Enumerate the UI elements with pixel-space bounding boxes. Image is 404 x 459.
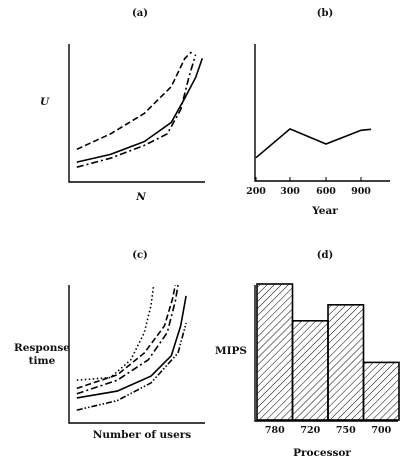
panel-b-title: (b): [317, 8, 333, 19]
panel-c-line-dashdotdot: [76, 322, 187, 411]
panel-d-xticks: 780 720 750 700: [265, 425, 392, 436]
panel-b-tick-label: 200: [246, 186, 266, 197]
panel-a-axes: [68, 44, 205, 183]
panel-d-tick-label: 780: [265, 425, 285, 436]
panel-c-series: [76, 284, 187, 411]
panel-b-tick-label: 900: [351, 186, 371, 197]
panel-d-bars: [256, 283, 400, 421]
panel-d-bar-750: [327, 303, 365, 421]
panel-a-xlabel: N: [135, 191, 146, 203]
panel-d-bar-780: [256, 283, 294, 421]
panel-c-ylabel-line2: time: [29, 355, 56, 367]
panel-c-title: (c): [132, 250, 148, 261]
panel-d-tick-label: 750: [336, 425, 356, 436]
panel-b-axes: [254, 44, 390, 182]
panel-a-title: (a): [132, 8, 148, 19]
panel-c-line-solid: [76, 295, 187, 399]
panel-a-line-solid: [76, 58, 204, 163]
panel-d-ylabel: MIPS: [215, 345, 247, 357]
panel-d-bar-720: [291, 319, 329, 421]
panel-b-xticks: 200 300 600 900: [246, 177, 371, 197]
panel-c-line-dotted: [76, 284, 155, 381]
panel-c-ylabel-line1: Response: [14, 342, 70, 354]
panel-c-line-dashed: [76, 284, 177, 390]
panel-c-xlabel: Number of users: [93, 429, 191, 441]
panel-a-line-dashdot: [76, 54, 197, 168]
panel-d-xlabel: Processor: [293, 447, 351, 459]
panel-b-xlabel: Year: [311, 205, 338, 217]
panel-b-line: [255, 127, 372, 159]
panel-b-series: [255, 127, 372, 159]
panel-a-series: [76, 51, 204, 168]
panel-c-axes: [68, 285, 205, 424]
panel-a-ylabel: U: [40, 96, 50, 108]
panel-b-tick-label: 600: [316, 186, 336, 197]
panel-c-line-dashdot: [76, 284, 179, 395]
panel-d-axes: [254, 285, 398, 422]
panel-d-tick-label: 700: [371, 425, 391, 436]
panel-d-title: (d): [317, 250, 333, 261]
panel-d-bar-700: [362, 361, 400, 421]
panel-d-tick-label: 720: [300, 425, 320, 436]
panel-a-line-dashed: [76, 51, 193, 151]
panel-b-tick-label: 300: [280, 186, 300, 197]
